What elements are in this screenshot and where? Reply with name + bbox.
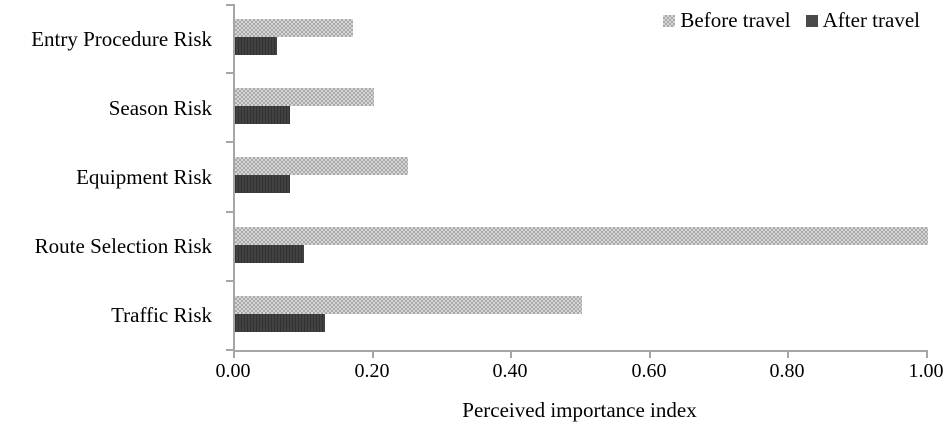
- category-label: Equipment Risk: [76, 165, 212, 189]
- x-axis-title: Perceived importance index: [462, 398, 697, 422]
- bar-after-travel: [235, 106, 290, 124]
- bar-before-travel: [235, 19, 353, 37]
- bar-before-travel: [235, 88, 374, 106]
- x-axis-tick: [926, 350, 928, 358]
- category-label: Traffic Risk: [111, 303, 212, 328]
- x-axis-tick: [233, 350, 235, 358]
- legend-swatch-after-travel: [805, 14, 818, 27]
- y-axis-tick: [226, 141, 233, 143]
- x-axis-tick: [510, 350, 512, 358]
- bar-after-travel: [235, 175, 290, 193]
- bar-before-travel: [235, 157, 408, 175]
- legend-label-before-travel: Before travel: [680, 8, 791, 32]
- y-axis-tick: [226, 280, 233, 282]
- x-tick-label: 0.40: [492, 360, 528, 382]
- plot-area: [226, 4, 928, 358]
- x-tick-label: 0.80: [769, 360, 805, 382]
- y-axis-tick: [226, 211, 233, 213]
- legend-swatch-before-travel: [663, 14, 676, 27]
- bar-after-travel: [235, 245, 304, 263]
- y-axis-tick: [226, 4, 233, 6]
- bar-before-travel: [235, 296, 582, 314]
- x-axis-tick: [787, 350, 789, 358]
- x-tick-label: 0.00: [215, 360, 251, 382]
- x-axis-tick: [372, 350, 374, 358]
- y-axis-tick: [226, 72, 233, 74]
- bar-before-travel: [235, 227, 928, 245]
- x-axis-tick: [649, 350, 651, 358]
- x-tick-label: 0.60: [631, 360, 667, 382]
- category-label: Season Risk: [108, 95, 212, 120]
- category-label: Entry Procedure Risk: [31, 26, 212, 51]
- legend: Before travel After travel: [663, 8, 920, 33]
- bar-after-travel: [235, 314, 325, 332]
- category-label: Route Selection Risk: [34, 234, 212, 259]
- x-tick-label: 1.00: [908, 360, 944, 382]
- y-axis-tick: [226, 349, 233, 351]
- legend-label-after-travel: After travel: [822, 8, 920, 32]
- x-tick-label: 0.20: [354, 360, 390, 382]
- bar-after-travel: [235, 37, 277, 55]
